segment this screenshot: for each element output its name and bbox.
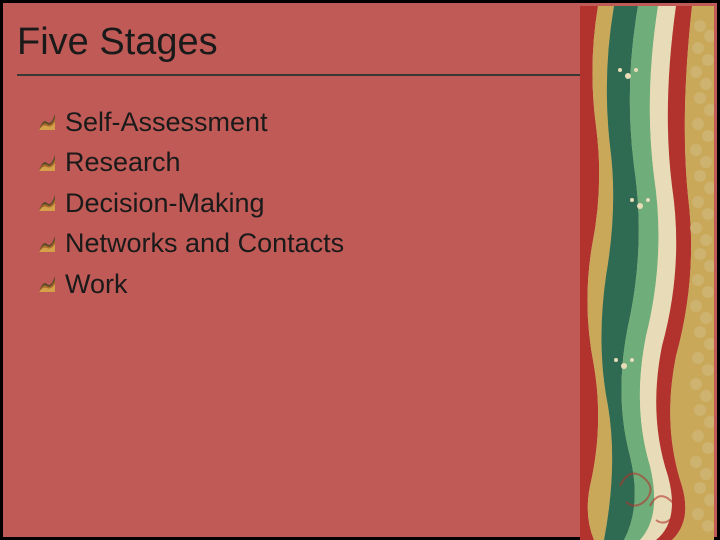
slide: Five Stages Self-Assessment Research [0,0,720,540]
bullet-text: Networks and Contacts [65,225,344,261]
bullet-text: Decision-Making [65,185,265,221]
bullet-icon [39,114,55,130]
bullet-list: Self-Assessment Research Decision-Making [17,104,583,302]
bullet-icon [39,155,55,171]
bullet-text: Self-Assessment [65,104,268,140]
bullet-icon [39,236,55,252]
list-item: Self-Assessment [39,104,583,140]
list-item: Networks and Contacts [39,225,583,261]
decorative-side-art [580,6,714,540]
page-title: Five Stages [17,21,583,64]
bullet-icon [39,195,55,211]
bullet-text: Work [65,266,128,302]
bullet-text: Research [65,144,181,180]
list-item: Research [39,144,583,180]
content-area: Five Stages Self-Assessment Research [3,3,583,537]
bullet-icon [39,276,55,292]
list-item: Work [39,266,583,302]
title-underline [17,74,583,76]
list-item: Decision-Making [39,185,583,221]
